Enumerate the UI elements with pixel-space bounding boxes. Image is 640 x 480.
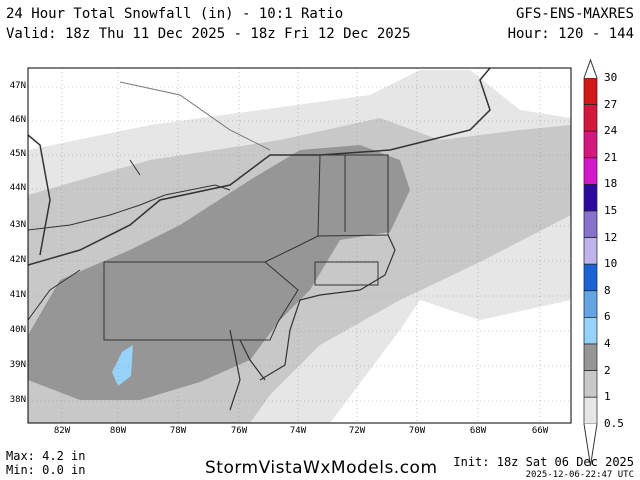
colorbar-label: 27: [604, 97, 618, 111]
lat-label: 42N: [9, 255, 26, 265]
lat-label: 38N: [9, 395, 26, 405]
snow-area-2: [28, 145, 410, 400]
valid-time: Valid: 18z Thu 11 Dec 2025 - 18z Fri 12 …: [6, 26, 411, 42]
colorbar-swatch: [583, 370, 598, 398]
colorbar-label: 1: [604, 390, 611, 404]
lat-label: 46N: [9, 115, 26, 125]
colorbar-swatch: [583, 237, 598, 265]
lon-label: 70W: [408, 426, 426, 436]
colorbar-swatch: [583, 396, 598, 425]
colorbar-swatch: [583, 130, 598, 159]
lat-label: 45N: [9, 149, 26, 159]
colorbar-swatch: [583, 157, 598, 185]
min-value: Min: 0.0 in: [6, 463, 86, 477]
lon-label: 82W: [53, 426, 71, 436]
colorbar-label: 24: [604, 124, 618, 138]
state-borders: [103, 154, 389, 341]
colorbar-bottom-arrow: [583, 423, 598, 466]
colorbar-label: 12: [604, 230, 618, 244]
lon-label: 78W: [169, 426, 187, 436]
colorbar-swatch: [583, 77, 598, 105]
river: [119, 81, 271, 151]
max-value: Max: 4.2 in: [6, 449, 86, 463]
colorbar-label: 21: [604, 150, 618, 164]
colorbar-swatch: [583, 263, 598, 292]
map-title: 24 Hour Total Snowfall (in) - 10:1 Ratio: [6, 6, 344, 22]
lon-label: 68W: [469, 426, 487, 436]
colorbar-label: 8: [604, 283, 611, 297]
colorbar-label: 15: [604, 204, 618, 217]
lat-label: 39N: [9, 360, 26, 370]
colorbar-swatch: [583, 210, 598, 238]
colorbar-top-arrow: [583, 58, 598, 79]
lat-label: 43N: [9, 220, 26, 230]
colorbar-label: 0.5: [604, 416, 624, 430]
brand-watermark: StormVistaWxModels.com: [205, 458, 438, 478]
lon-label: 66W: [531, 426, 549, 436]
lon-label: 74W: [289, 426, 307, 436]
lon-label: 80W: [109, 426, 127, 436]
lat-label: 41N: [9, 290, 26, 300]
lat-label: 40N: [9, 325, 26, 335]
snow-area-2-vt: [320, 215, 362, 232]
colorbar-label: 2: [604, 363, 611, 377]
lat-label: 44N: [9, 183, 26, 193]
colorbar-swatch: [583, 343, 598, 371]
colorbar-label: 6: [604, 310, 611, 324]
forecast-hour: Hour: 120 - 144: [507, 26, 634, 42]
snow-area-4: [112, 345, 133, 386]
lat-label: 47N: [9, 81, 26, 91]
model-name: GFS-ENS-MAXRES: [515, 6, 634, 22]
lake-shoreline: [28, 159, 231, 321]
colorbar: [583, 58, 598, 466]
colorbar-swatch: [583, 317, 598, 345]
init-time: Init: 18z Sat 06 Dec 2025: [453, 455, 634, 469]
colorbar-swatch: [583, 104, 598, 132]
render-timestamp: 2025-12-06-22:47 UTC: [525, 470, 634, 480]
coastline: [229, 234, 396, 411]
colorbar-swatch: [583, 290, 598, 318]
colorbar-label: 10: [604, 257, 618, 271]
lon-label: 76W: [230, 426, 248, 436]
colorbar-label: 30: [604, 71, 618, 84]
colorbar-label: 4: [604, 337, 611, 350]
colorbar-label: 18: [604, 177, 618, 191]
colorbar-swatch: [583, 184, 598, 212]
lon-label: 72W: [348, 426, 366, 436]
